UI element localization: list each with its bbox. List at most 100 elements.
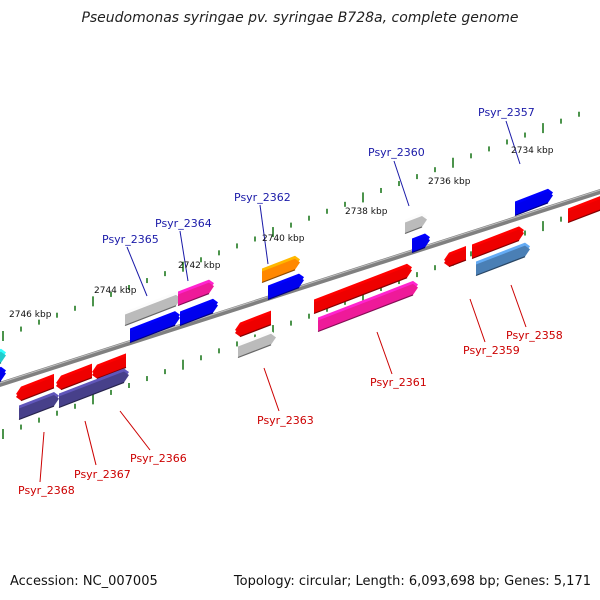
gene-arrow <box>411 233 430 254</box>
gene-arrow-edge <box>411 246 426 254</box>
label-leader-line <box>39 431 45 483</box>
label-leader-line <box>263 367 280 412</box>
gene-label-top: Psyr_2360 <box>368 146 425 159</box>
gene-arrow <box>179 298 218 327</box>
label-leader-line <box>126 246 148 297</box>
gene-label-bottom: Psyr_2368 <box>18 484 75 497</box>
gene-arrow <box>235 310 272 338</box>
backbone-highlight <box>0 189 600 384</box>
gene-arrow-edge <box>58 381 125 409</box>
gene-arrow-edge <box>475 256 526 277</box>
ruler-label: 2736 kbp <box>428 177 471 187</box>
label-leader-line <box>469 298 486 343</box>
gene-arrow-face <box>56 366 92 390</box>
gene-arrow <box>92 353 127 380</box>
gene-label-top: Psyr_2365 <box>102 233 159 246</box>
gene-arrow <box>261 255 300 284</box>
gene-arrow <box>56 363 93 391</box>
gene-arrow <box>177 279 214 307</box>
gene-arrow-face <box>314 266 412 314</box>
accession-text: Accession: NC_007005 <box>10 574 158 589</box>
label-leader-line <box>510 284 527 328</box>
gene-label-top: Psyr_2364 <box>155 217 212 230</box>
gene-arrow-face <box>180 301 218 326</box>
gene-arrow-edge <box>313 277 408 315</box>
gene-arrow-edge <box>567 209 600 224</box>
gene-arrow <box>267 273 304 301</box>
gene-arrow-edge <box>124 305 177 327</box>
gene-arrow <box>0 348 6 364</box>
ruler-label: 2738 kbp <box>345 207 388 217</box>
label-leader-line <box>505 120 521 165</box>
gene-arrow-edge <box>20 387 55 402</box>
gene-arrow <box>237 330 276 359</box>
gene-arrow <box>129 311 180 344</box>
gene-arrow-edge <box>177 293 210 307</box>
gene-arrow-face <box>262 258 300 283</box>
gene-arrow-edge <box>237 344 272 359</box>
label-leader-line <box>84 420 97 466</box>
gene-arrow-face <box>19 395 59 420</box>
gene-arrow-face <box>472 229 524 259</box>
label-leader-line <box>376 331 393 375</box>
gene-arrow-face <box>318 283 418 332</box>
label-leader-line <box>119 410 151 451</box>
gene-arrow-edge <box>261 269 296 284</box>
ruler-label: 2734 kbp <box>511 146 554 156</box>
gene-arrow <box>58 368 129 409</box>
gene-features <box>0 188 600 421</box>
gene-arrow <box>313 263 412 315</box>
gene-arrow <box>475 242 530 277</box>
gene-arrow-face <box>16 376 54 401</box>
gene-arrow-edge <box>404 226 423 235</box>
label-leader-line <box>259 204 269 265</box>
genome-summary-text: Topology: circular; Length: 6,093,698 bp… <box>233 574 591 589</box>
gene-arrow-edge <box>317 294 414 333</box>
gene-arrow-face <box>238 333 276 358</box>
gene-arrow-face <box>125 294 181 326</box>
gene-arrow-face <box>0 369 6 382</box>
gene-arrow-edge <box>448 259 467 268</box>
gene-arrow-face <box>268 276 304 300</box>
gene-arrow-face <box>92 356 126 379</box>
gene-label-bottom: Psyr_2361 <box>370 376 427 389</box>
gene-arrow-face <box>59 371 129 408</box>
label-leader-line <box>393 160 410 207</box>
gene-arrow-edge <box>18 405 55 421</box>
label-leader-line <box>179 230 189 282</box>
map-title: Pseudomonas syringae pv. syringae B728a,… <box>81 10 519 26</box>
gene-arrow-face <box>178 282 214 306</box>
gene-arrow-face <box>515 191 553 216</box>
gene-arrow-edge <box>179 312 214 327</box>
gene-arrow-edge <box>239 324 272 338</box>
gene-arrow-face <box>412 236 430 253</box>
gene-arrow-edge <box>0 362 2 364</box>
gene-arrow-face <box>476 245 530 276</box>
gene-arrow <box>124 291 181 327</box>
ruler-label: 2744 kbp <box>94 286 137 296</box>
ruler-label: 2742 kbp <box>178 261 221 271</box>
gene-arrow <box>514 188 553 217</box>
gene-arrow-face <box>235 313 271 337</box>
gene-arrow-edge <box>267 287 300 301</box>
backbone-line <box>0 188 600 388</box>
gene-label-bottom: Psyr_2359 <box>463 344 520 357</box>
gene-label-top: Psyr_2362 <box>234 191 291 204</box>
label-leaders <box>39 120 527 483</box>
gene-arrow-edge <box>96 366 127 380</box>
gene-label-bottom: Psyr_2363 <box>257 414 314 427</box>
gene-label-top: Psyr_2357 <box>478 106 535 119</box>
gene-arrow-face <box>0 351 6 364</box>
gene-arrow-face <box>130 314 180 343</box>
gene-arrow-edge <box>514 202 549 217</box>
gene-arrow-face <box>568 199 600 223</box>
gene-arrow-edge <box>129 324 176 344</box>
gene-arrow <box>16 373 55 402</box>
gene-label-bottom: Psyr_2367 <box>74 468 131 481</box>
gene-arrow <box>567 196 600 224</box>
ticks-top <box>2 111 580 341</box>
gene-arrow <box>317 280 418 333</box>
gene-arrow <box>471 226 524 260</box>
gene-arrow <box>18 392 59 421</box>
